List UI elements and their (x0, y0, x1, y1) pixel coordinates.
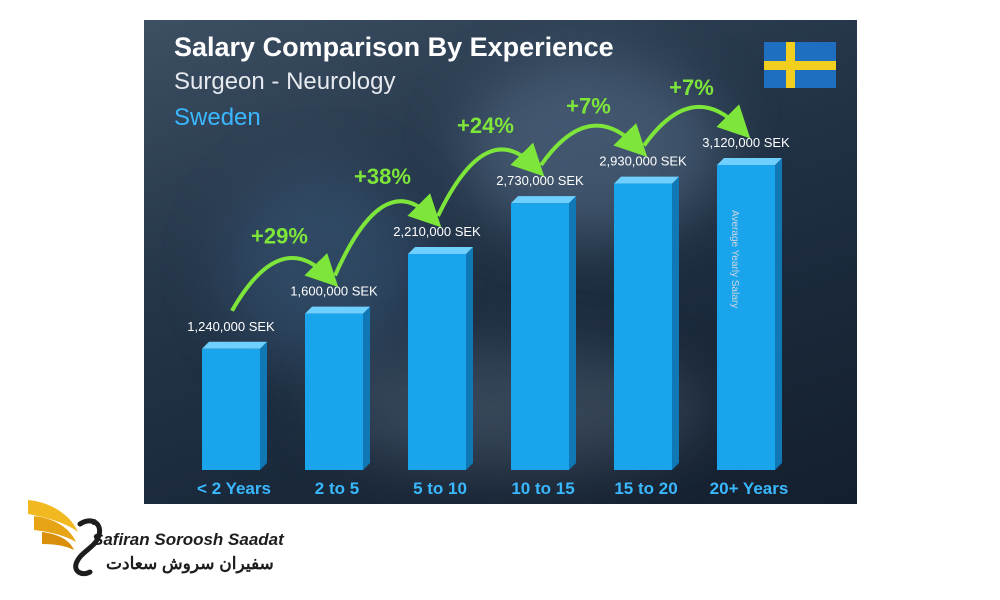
bar-side (775, 158, 782, 470)
brand-name-persian: سفیران سروش سعادت (106, 554, 274, 573)
increase-label: +7% (566, 94, 611, 119)
bar-side (672, 176, 679, 470)
increase-arrow (539, 122, 648, 167)
category-label: < 2 Years (197, 479, 271, 498)
value-label: 2,730,000 SEK (496, 173, 584, 188)
chart-panel: 1,240,000 SEK < 2 Years 1,600,000 SEK 2 to … (144, 20, 857, 504)
sweden-flag-icon (764, 42, 836, 88)
bar-top (202, 341, 267, 349)
increase-arrow (642, 104, 751, 147)
brand-logo-icon (28, 500, 102, 577)
bar (202, 348, 260, 470)
increase-label: +7% (669, 75, 714, 100)
increase-arrow (333, 193, 442, 277)
increase-arrow (230, 252, 339, 312)
value-label: 3,120,000 SEK (702, 135, 790, 150)
bar-top (408, 246, 473, 254)
increase-arrow (436, 142, 545, 217)
increase-label: +38% (354, 164, 411, 189)
value-label: 1,240,000 SEK (187, 319, 275, 334)
value-label: 1,600,000 SEK (290, 284, 378, 299)
bar-side (466, 246, 473, 470)
value-label: 2,930,000 SEK (599, 154, 687, 169)
bar (408, 253, 466, 470)
category-label: 15 to 20 (614, 479, 677, 498)
bar-side (260, 341, 267, 470)
bar (305, 313, 363, 470)
brand-name: Safiran Soroosh Saadat (92, 530, 284, 549)
bar (717, 165, 775, 470)
bar (614, 183, 672, 470)
increase-label: +24% (457, 113, 514, 138)
bar-side (569, 196, 576, 470)
value-label: 2,210,000 SEK (393, 224, 481, 239)
increase-label: +29% (251, 224, 308, 249)
y-axis-title: Average Yearly Salary (729, 210, 740, 309)
category-label: 5 to 10 (413, 479, 467, 498)
bar-top (614, 176, 679, 184)
bar (511, 203, 569, 470)
category-label: 2 to 5 (315, 479, 359, 498)
bar-chart: 1,240,000 SEK < 2 Years 1,600,000 SEK 2 to … (187, 75, 790, 498)
category-label: 20+ Years (710, 479, 789, 498)
bar-top (717, 158, 782, 165)
chart-title: Salary Comparison By Experience (174, 32, 614, 62)
chart-subtitle: Surgeon - Neurology (174, 68, 396, 95)
bar-side (363, 306, 370, 470)
bar-top (511, 196, 576, 204)
country-label: Sweden (174, 104, 261, 131)
category-label: 10 to 15 (511, 479, 574, 498)
bar-top (305, 306, 370, 314)
